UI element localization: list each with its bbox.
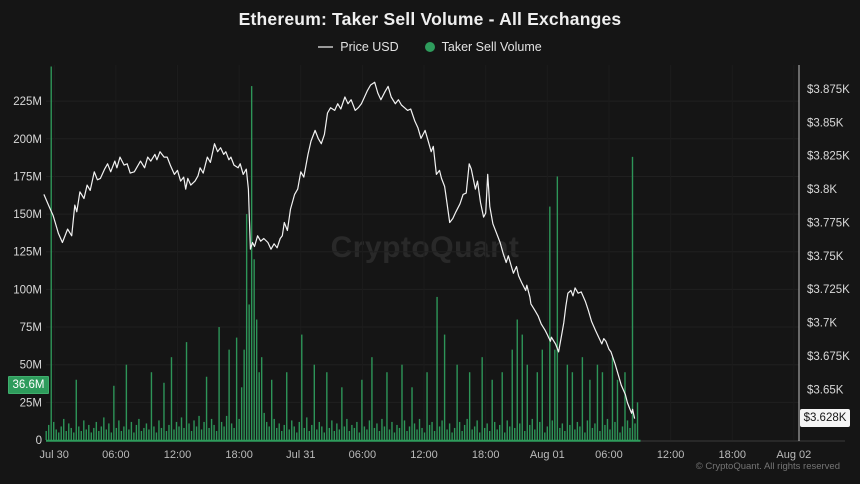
legend-label-volume: Taker Sell Volume (441, 40, 542, 54)
current-price-badge: $3.628K (800, 409, 850, 427)
svg-text:150M: 150M (13, 209, 42, 221)
svg-text:12:00: 12:00 (410, 449, 438, 461)
svg-text:$3.725K: $3.725K (807, 284, 850, 296)
svg-text:$3.775K: $3.775K (807, 217, 850, 229)
copyright-notice: © CryptoQuant. All rights reserved (695, 461, 840, 472)
chart-title: Ethereum: Taker Sell Volume - All Exchan… (238, 9, 622, 29)
svg-text:18:00: 18:00 (718, 449, 746, 461)
svg-text:225M: 225M (13, 96, 42, 108)
svg-text:06:00: 06:00 (349, 449, 377, 461)
svg-text:200M: 200M (13, 134, 42, 146)
svg-text:$3.8K: $3.8K (807, 184, 837, 196)
svg-text:75M: 75M (20, 322, 42, 334)
legend-label-price: Price USD (340, 40, 399, 54)
line-marker-icon (318, 46, 334, 48)
svg-text:$3.7K: $3.7K (807, 318, 837, 330)
svg-text:Jul 31: Jul 31 (286, 449, 315, 461)
svg-text:25M: 25M (20, 397, 42, 409)
svg-text:175M: 175M (13, 171, 42, 183)
svg-text:$3.675K: $3.675K (807, 351, 850, 363)
chart-legend: Price USD Taker Sell Volume (0, 40, 860, 54)
dot-marker-icon (424, 42, 435, 52)
svg-text:$3.825K: $3.825K (807, 151, 850, 163)
svg-text:100M: 100M (13, 284, 42, 296)
svg-text:Aug 02: Aug 02 (776, 449, 811, 461)
svg-text:12:00: 12:00 (657, 449, 685, 461)
legend-item-taker-sell-volume[interactable]: Taker Sell Volume (424, 40, 542, 54)
svg-text:06:00: 06:00 (595, 449, 623, 461)
svg-text:$3.875K: $3.875K (807, 84, 850, 96)
svg-text:06:00: 06:00 (102, 449, 130, 461)
svg-text:Jul 30: Jul 30 (40, 449, 69, 461)
current-volume-badge: 36.6M (8, 376, 49, 394)
svg-text:125M: 125M (13, 247, 42, 259)
svg-text:0: 0 (36, 435, 42, 447)
svg-text:18:00: 18:00 (225, 449, 253, 461)
svg-text:50M: 50M (20, 360, 42, 372)
svg-text:$3.85K: $3.85K (807, 117, 844, 129)
svg-text:Aug 01: Aug 01 (530, 449, 565, 461)
legend-item-price[interactable]: Price USD (318, 40, 399, 54)
svg-text:$3.75K: $3.75K (807, 251, 844, 263)
svg-text:18:00: 18:00 (472, 449, 500, 461)
svg-text:$3.65K: $3.65K (807, 384, 844, 396)
svg-text:12:00: 12:00 (164, 449, 192, 461)
